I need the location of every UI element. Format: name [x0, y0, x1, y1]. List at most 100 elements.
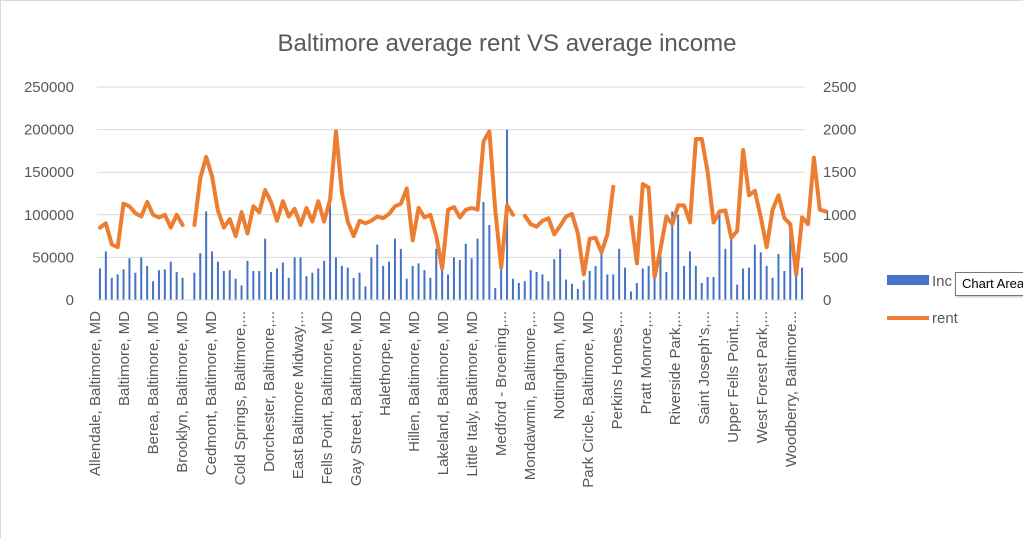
- income-bar[interactable]: [240, 285, 243, 300]
- income-bar[interactable]: [329, 204, 332, 300]
- income-bar[interactable]: [140, 257, 143, 300]
- income-bar[interactable]: [116, 274, 119, 300]
- income-bar[interactable]: [694, 265, 697, 300]
- income-bar[interactable]: [523, 281, 526, 300]
- income-bar[interactable]: [163, 269, 166, 300]
- income-bar[interactable]: [547, 281, 550, 300]
- income-bar[interactable]: [193, 272, 196, 300]
- income-bar[interactable]: [718, 212, 721, 300]
- income-bar[interactable]: [618, 248, 621, 300]
- income-bar[interactable]: [435, 248, 438, 300]
- income-bar[interactable]: [747, 267, 750, 300]
- rent-line[interactable]: [98, 129, 828, 279]
- income-bar[interactable]: [653, 264, 656, 300]
- income-bar[interactable]: [252, 271, 255, 300]
- income-bar[interactable]: [529, 270, 532, 300]
- income-bar[interactable]: [700, 282, 703, 300]
- income-bar[interactable]: [411, 265, 414, 300]
- income-bar[interactable]: [98, 268, 101, 300]
- income-bar[interactable]: [576, 288, 579, 300]
- income-bar[interactable]: [275, 268, 278, 300]
- income-bar[interactable]: [181, 277, 184, 300]
- income-bar[interactable]: [553, 259, 556, 300]
- income-bar[interactable]: [600, 247, 603, 300]
- income-bar[interactable]: [199, 253, 202, 300]
- income-bar[interactable]: [234, 278, 237, 300]
- income-bar[interactable]: [582, 280, 585, 300]
- income-bar[interactable]: [635, 282, 638, 300]
- income-bar[interactable]: [364, 286, 367, 300]
- income-bar[interactable]: [594, 265, 597, 300]
- income-bar[interactable]: [293, 257, 296, 300]
- income-bar[interactable]: [801, 267, 804, 300]
- income-bar[interactable]: [771, 277, 774, 300]
- income-bar[interactable]: [688, 251, 691, 300]
- income-bar[interactable]: [517, 282, 520, 300]
- income-bar[interactable]: [730, 236, 733, 300]
- income-bar[interactable]: [500, 252, 503, 300]
- income-bar[interactable]: [683, 265, 686, 300]
- income-bar[interactable]: [175, 271, 178, 300]
- income-bar[interactable]: [382, 265, 385, 300]
- rent-line-segment[interactable]: [98, 200, 185, 250]
- income-bar[interactable]: [211, 251, 214, 300]
- rent-line-segment[interactable]: [522, 184, 616, 277]
- income-bar[interactable]: [376, 244, 379, 300]
- income-bar[interactable]: [464, 243, 467, 300]
- income-bar[interactable]: [777, 253, 780, 300]
- income-bar[interactable]: [736, 284, 739, 300]
- income-bar[interactable]: [447, 274, 450, 300]
- income-bar[interactable]: [535, 271, 538, 300]
- income-bar[interactable]: [441, 257, 444, 300]
- income-bar[interactable]: [511, 278, 514, 300]
- income-bar[interactable]: [122, 269, 125, 300]
- income-bar[interactable]: [358, 272, 361, 300]
- income-bar[interactable]: [169, 261, 172, 300]
- income-bar[interactable]: [783, 271, 786, 300]
- income-bar[interactable]: [258, 271, 261, 300]
- income-bar[interactable]: [152, 281, 155, 300]
- income-bar[interactable]: [134, 272, 137, 300]
- income-bar[interactable]: [494, 288, 497, 300]
- income-bar[interactable]: [470, 258, 473, 300]
- income-bar[interactable]: [264, 238, 267, 300]
- income-bar[interactable]: [246, 260, 249, 300]
- income-bar[interactable]: [299, 257, 302, 300]
- income-bar[interactable]: [281, 262, 284, 300]
- income-bar[interactable]: [753, 244, 756, 300]
- income-bar[interactable]: [388, 261, 391, 300]
- income-bar[interactable]: [417, 263, 420, 300]
- income-bar[interactable]: [476, 238, 479, 300]
- income-bar[interactable]: [452, 257, 455, 300]
- income-bar[interactable]: [570, 283, 573, 300]
- income-bar[interactable]: [541, 274, 544, 300]
- income-bars[interactable]: [98, 129, 804, 300]
- income-bar[interactable]: [671, 211, 674, 300]
- income-bar[interactable]: [588, 271, 591, 300]
- income-bar[interactable]: [677, 214, 680, 300]
- income-bar[interactable]: [641, 268, 644, 300]
- income-bar[interactable]: [724, 248, 727, 300]
- income-bar[interactable]: [270, 271, 273, 300]
- income-bar[interactable]: [423, 270, 426, 300]
- income-bar[interactable]: [205, 211, 208, 300]
- income-bar[interactable]: [287, 277, 290, 300]
- income-bar[interactable]: [399, 248, 402, 300]
- income-bar[interactable]: [228, 270, 231, 300]
- income-bar[interactable]: [370, 257, 373, 300]
- income-bar[interactable]: [482, 202, 485, 300]
- income-bar[interactable]: [317, 268, 320, 300]
- income-bar[interactable]: [458, 259, 461, 300]
- income-bar[interactable]: [323, 260, 326, 300]
- income-bar[interactable]: [334, 257, 337, 300]
- income-bar[interactable]: [104, 251, 107, 300]
- income-bar[interactable]: [706, 276, 709, 300]
- income-bar[interactable]: [311, 272, 314, 300]
- income-bar[interactable]: [629, 291, 632, 300]
- income-bar[interactable]: [222, 271, 225, 300]
- income-bar[interactable]: [340, 265, 343, 300]
- income-bar[interactable]: [659, 253, 662, 300]
- income-bar[interactable]: [429, 277, 432, 300]
